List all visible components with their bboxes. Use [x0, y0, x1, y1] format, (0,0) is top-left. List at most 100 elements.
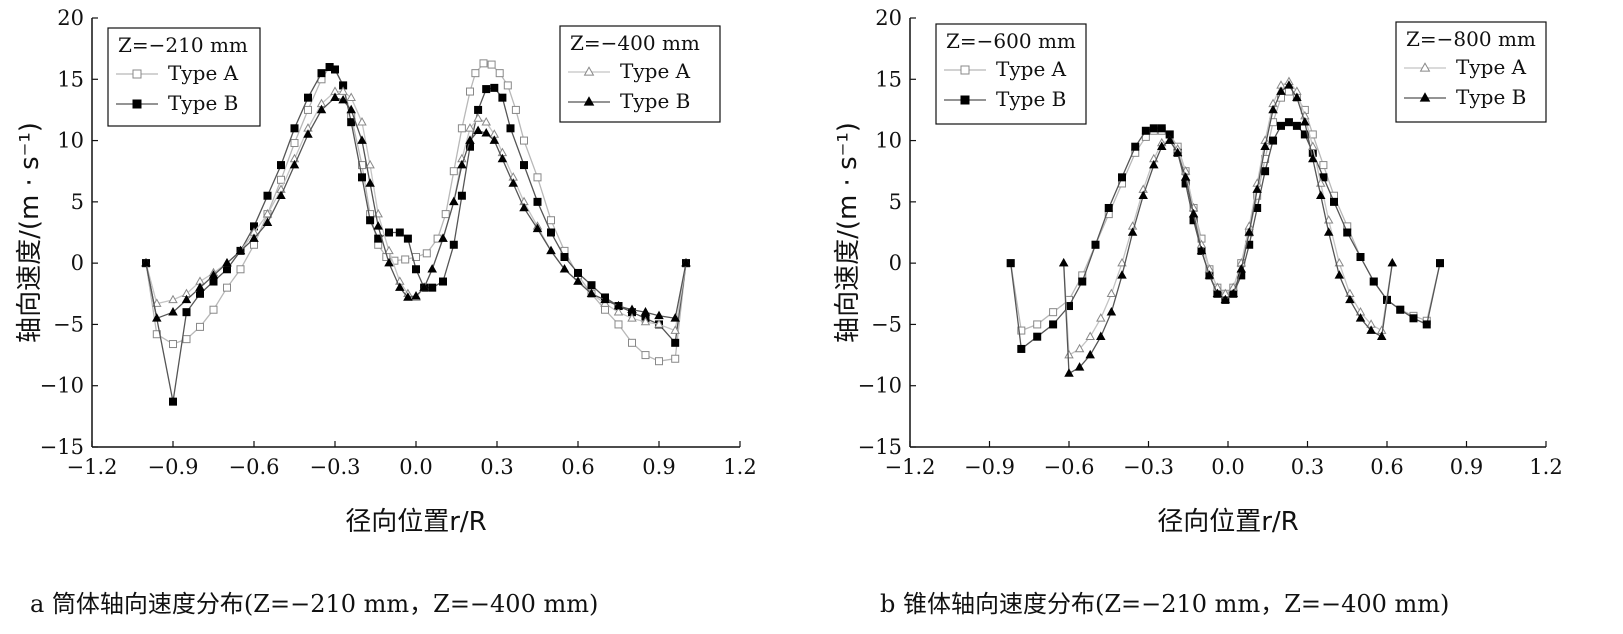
data-point: [573, 276, 583, 285]
legend-entry: Type A: [168, 61, 239, 85]
data-point: [1308, 153, 1318, 163]
data-point: [1268, 104, 1278, 114]
data-point: [1330, 197, 1338, 206]
data-point: [1228, 288, 1239, 298]
data-point: [1260, 141, 1270, 150]
data-point: [1334, 257, 1345, 267]
data-point: [547, 216, 555, 225]
data-point: [1149, 124, 1158, 133]
data-point: [546, 245, 556, 255]
legend-box: [559, 25, 721, 123]
x-axis-title: 径向位置r/R: [1157, 507, 1299, 537]
data-point: [338, 86, 348, 95]
data-point: [1049, 320, 1058, 329]
x-tick-label: 1.2: [1529, 455, 1562, 479]
data-point: [1118, 173, 1126, 182]
plot-area: [1006, 76, 1444, 377]
data-point: [317, 69, 326, 78]
legend-marker: [960, 95, 970, 105]
data-point: [209, 277, 218, 286]
x-tick-label: 0.0: [399, 455, 432, 479]
data-point: [1220, 294, 1231, 304]
data-point: [471, 69, 480, 78]
data-point: [1316, 190, 1326, 199]
data-point: [627, 304, 637, 313]
data-point: [1276, 86, 1286, 95]
data-point: [506, 124, 515, 133]
data-point: [627, 313, 637, 322]
data-point: [498, 93, 507, 102]
legend-marker: [132, 69, 142, 79]
data-point: [1085, 331, 1095, 340]
data-point: [290, 139, 299, 148]
data-point: [330, 92, 340, 101]
x-tick-label: 0.9: [1450, 455, 1483, 479]
data-point: [331, 65, 339, 74]
data-point: [1323, 227, 1334, 236]
data-point: [559, 264, 570, 273]
x-tick-label: −0.3: [1123, 455, 1174, 479]
data-point: [1127, 227, 1138, 236]
data-point: [1091, 240, 1100, 249]
data-point: [497, 153, 508, 163]
data-point: [338, 94, 348, 104]
series-line: [1063, 84, 1393, 375]
data-point: [182, 308, 191, 317]
data-point: [169, 397, 177, 406]
data-point: [1106, 288, 1117, 298]
series-filled-triangle: [1058, 80, 1398, 377]
data-point: [600, 294, 610, 304]
data-point: [1369, 277, 1378, 286]
x-tick-label: 0.6: [561, 455, 594, 479]
y-tick-label: 5: [71, 190, 84, 214]
data-point: [489, 135, 500, 144]
legend-title: Z=−800 mm: [1406, 27, 1536, 51]
legend-marker: [960, 65, 970, 75]
data-point: [1355, 313, 1366, 322]
data-point: [403, 234, 412, 243]
x-tick-label: 0.9: [642, 455, 675, 479]
data-point: [465, 123, 475, 132]
data-point: [365, 159, 375, 169]
data-point: [466, 87, 474, 96]
legend: Z=−600 mm Type A Type B: [935, 23, 1087, 125]
data-point: [1409, 314, 1418, 323]
data-point: [1334, 270, 1345, 279]
y-tick-label: 0: [71, 251, 84, 275]
data-point: [1138, 190, 1148, 199]
data-point: [169, 340, 177, 349]
x-tick-label: 0.6: [1370, 455, 1403, 479]
data-point: [533, 197, 542, 206]
series-line: [1010, 121, 1441, 351]
data-point: [1436, 259, 1444, 268]
y-tick-label: −15: [40, 435, 84, 459]
data-point: [449, 167, 458, 176]
data-point: [457, 159, 467, 169]
data-point: [1300, 130, 1309, 139]
data-point: [1356, 253, 1365, 262]
data-point: [277, 175, 285, 184]
data-point: [428, 283, 437, 292]
data-point: [1236, 264, 1246, 273]
data-point: [1106, 306, 1117, 316]
figure-caption: b 锥体轴向速度分布(Z=−210 mm，Z=−400 mm): [880, 590, 1449, 618]
data-point: [520, 161, 528, 170]
data-point: [1017, 344, 1026, 353]
data-point: [1033, 332, 1042, 341]
data-point: [385, 228, 393, 237]
data-point: [1269, 136, 1278, 145]
legend-entry: Type B: [996, 87, 1066, 111]
data-point: [1078, 277, 1087, 286]
data-point: [614, 320, 623, 329]
data-point: [1064, 368, 1074, 377]
data-point: [1172, 147, 1183, 157]
data-point: [508, 178, 518, 187]
data-point: [533, 173, 542, 182]
data-point: [1277, 121, 1285, 130]
data-point: [438, 233, 448, 242]
data-point: [1319, 161, 1328, 170]
data-point: [670, 313, 680, 322]
data-point: [195, 282, 205, 291]
legend-marker: [583, 96, 595, 106]
data-point: [236, 265, 245, 274]
